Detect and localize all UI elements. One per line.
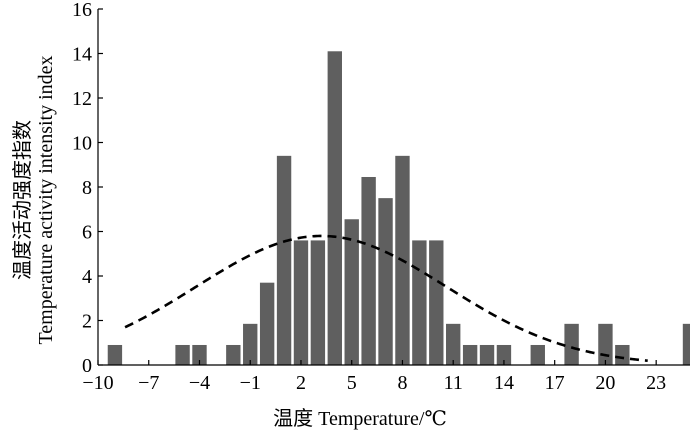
bar-0: [107, 344, 123, 365]
y-tick-label: 0: [82, 355, 92, 377]
bar-17: [462, 344, 478, 365]
bar-20: [530, 344, 545, 365]
x-tick-label: 23: [646, 372, 666, 394]
x-tick-label: 8: [397, 372, 407, 394]
bar-7: [293, 240, 309, 365]
bar-2: [192, 344, 207, 365]
bar-1: [175, 344, 190, 365]
x-tick-label: 11: [444, 372, 463, 394]
fit-curve: [124, 234, 648, 362]
y-ticks: 0 2 4 6 8 10 12 14 16: [72, 0, 103, 377]
x-tick-label: 17: [545, 372, 565, 394]
x-tick-label: 5: [347, 372, 357, 394]
bar-10: [344, 219, 359, 365]
bar-4: [243, 323, 258, 365]
y-axis-label-en: Temperature activity intensity index: [35, 55, 57, 344]
x-tick-label: −7: [138, 372, 159, 394]
bar-21: [564, 323, 579, 365]
x-tick-label: 20: [595, 372, 615, 394]
bar-11: [361, 176, 376, 365]
y-tick-label: 8: [82, 177, 92, 199]
bar-6: [276, 155, 292, 365]
y-axis-label-cn: 温度活动强度指数: [11, 120, 34, 280]
bar-14: [412, 240, 427, 365]
bar-12: [378, 198, 393, 366]
x-axis-label: 温度 Temperature/℃: [273, 407, 447, 430]
bar-24: [682, 323, 690, 365]
x-tick-label: −4: [189, 372, 210, 394]
y-tick-label: 6: [82, 222, 92, 244]
bars-group: [107, 51, 690, 366]
x-ticks: −10 −7 −4 −1 2 5 8 11 14 17 20 23: [82, 360, 666, 394]
bar-18: [479, 344, 495, 365]
bar-9: [327, 51, 342, 365]
x-tick-label: 2: [296, 372, 306, 394]
y-tick-label: 10: [72, 133, 92, 155]
y-tick-label: 4: [82, 266, 92, 288]
bar-16: [446, 323, 461, 365]
y-tick-label: 14: [72, 44, 92, 66]
axes-group: [97, 9, 690, 366]
bar-5: [259, 282, 275, 365]
bar-3: [226, 344, 241, 365]
bar-22: [598, 323, 613, 365]
bar-15: [429, 240, 444, 365]
x-tick-label: −10: [82, 372, 113, 394]
bar-8: [310, 240, 326, 365]
bar-23: [615, 344, 630, 365]
x-tick-label: 14: [494, 372, 514, 394]
y-tick-label: 16: [72, 0, 92, 21]
y-tick-label: 2: [82, 311, 92, 333]
bar-19: [496, 344, 512, 365]
x-tick-label: −1: [240, 372, 261, 394]
y-tick-label: 12: [72, 88, 92, 110]
